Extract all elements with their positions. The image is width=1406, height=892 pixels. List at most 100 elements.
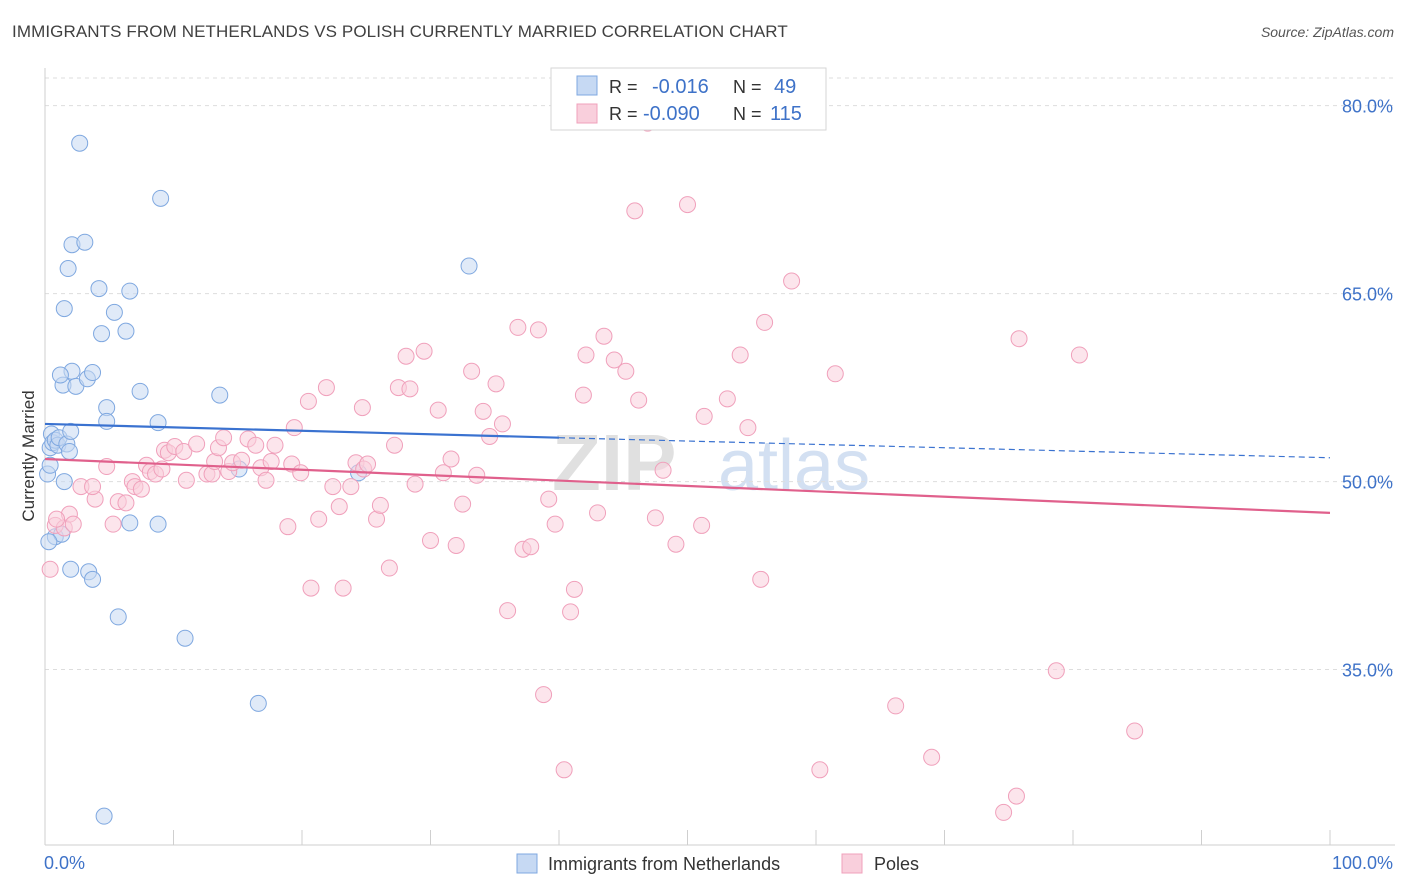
- data-point: [783, 272, 801, 290]
- data-point: [463, 362, 481, 380]
- data-point: [887, 697, 905, 715]
- data-point: [132, 480, 150, 498]
- data-point: [695, 407, 713, 425]
- legend-n-value-1: 49: [774, 76, 796, 98]
- data-point: [62, 422, 80, 440]
- data-point: [211, 386, 229, 404]
- data-point: [654, 461, 672, 479]
- y-tick-labels: 35.0% 50.0% 65.0% 80.0%: [1342, 97, 1393, 681]
- data-point: [617, 362, 635, 380]
- trend-line-poles: [44, 457, 1331, 514]
- bottom-legend-label-poles: Poles: [874, 854, 919, 874]
- data-point: [149, 414, 167, 432]
- source-label: Source: ZipAtlas.com: [1260, 24, 1394, 40]
- data-point: [249, 694, 267, 712]
- data-point: [262, 453, 280, 471]
- data-point: [718, 390, 736, 408]
- data-point: [41, 560, 59, 578]
- watermark-atlas: atlas: [718, 426, 870, 506]
- data-point: [460, 257, 478, 275]
- data-point: [342, 478, 360, 496]
- data-point: [1047, 662, 1065, 680]
- series-netherlands-points: [39, 134, 478, 825]
- data-point: [302, 579, 320, 597]
- data-point: [540, 490, 558, 508]
- data-point: [62, 560, 80, 578]
- data-point: [605, 351, 623, 369]
- data-point: [442, 450, 460, 468]
- series-legend: Immigrants from Netherlands Poles: [516, 853, 919, 874]
- data-point: [577, 346, 595, 364]
- data-point: [109, 608, 127, 626]
- data-point: [105, 303, 123, 321]
- data-point: [1070, 346, 1088, 364]
- data-point: [562, 603, 580, 621]
- data-point: [84, 570, 102, 588]
- data-point: [646, 509, 664, 527]
- data-point: [257, 471, 275, 489]
- data-point: [380, 559, 398, 577]
- data-point: [493, 415, 511, 433]
- data-point: [95, 807, 113, 825]
- data-point: [117, 322, 135, 340]
- data-point: [76, 233, 94, 251]
- data-point: [406, 475, 424, 493]
- data-point: [40, 533, 58, 551]
- data-point: [84, 364, 102, 382]
- data-point: [1126, 722, 1144, 740]
- data-point: [330, 498, 348, 516]
- data-point: [630, 391, 648, 409]
- data-point: [59, 260, 77, 278]
- data-point: [1010, 330, 1028, 348]
- data-point: [529, 321, 547, 339]
- data-point: [51, 366, 69, 384]
- data-point: [826, 365, 844, 383]
- data-point: [176, 629, 194, 647]
- data-point: [48, 510, 66, 528]
- data-point: [693, 516, 711, 534]
- data-point: [487, 375, 505, 393]
- data-point: [422, 531, 439, 549]
- legend-n-label-2: N =: [733, 104, 762, 124]
- data-point: [279, 518, 297, 536]
- data-point: [679, 196, 696, 214]
- data-point: [626, 202, 644, 220]
- data-point: [739, 419, 757, 437]
- data-point: [117, 494, 135, 512]
- legend-swatch-poles: [576, 103, 598, 124]
- data-point: [454, 495, 472, 513]
- data-point: [555, 761, 573, 779]
- data-point: [121, 282, 139, 300]
- y-tick-label: 80.0%: [1342, 97, 1393, 117]
- data-point: [447, 536, 465, 554]
- data-point: [595, 327, 613, 345]
- x-ticks: [44, 830, 1331, 845]
- data-point: [468, 466, 486, 484]
- data-point: [247, 436, 265, 454]
- data-point: [589, 504, 607, 522]
- data-point: [334, 579, 352, 597]
- data-point: [98, 412, 116, 430]
- data-point: [299, 392, 317, 410]
- trend-lines: [44, 422, 1331, 514]
- data-point: [1007, 787, 1025, 805]
- data-point: [215, 429, 233, 447]
- data-point: [415, 342, 433, 360]
- y-tick-label: 50.0%: [1342, 473, 1393, 493]
- data-point: [93, 325, 111, 343]
- data-point: [811, 761, 829, 779]
- data-point: [292, 464, 310, 482]
- data-point: [60, 442, 78, 460]
- data-point: [84, 478, 102, 496]
- data-point: [104, 515, 122, 533]
- legend-r-label-1: R =: [609, 77, 638, 97]
- data-point: [55, 473, 73, 491]
- legend-r-label-2: R =: [609, 104, 638, 124]
- data-point: [995, 803, 1013, 821]
- data-point: [397, 347, 415, 365]
- data-point: [71, 134, 89, 152]
- legend-r-value-2: -0.090: [643, 103, 700, 125]
- data-point: [499, 602, 517, 620]
- legend-swatch-netherlands: [576, 75, 598, 96]
